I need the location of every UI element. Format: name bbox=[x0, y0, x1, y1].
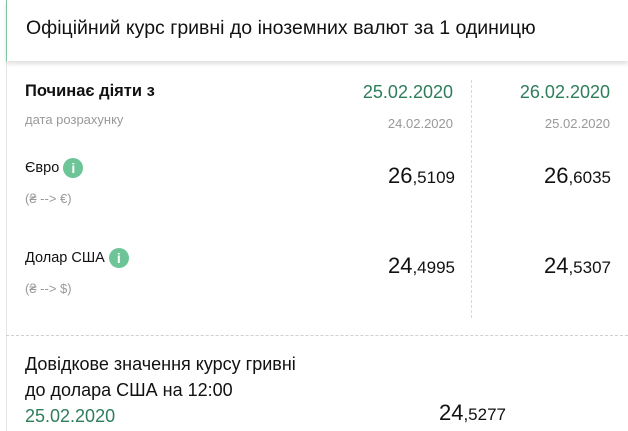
currency-direction: (₴ --> $) bbox=[25, 281, 72, 296]
column-calc-date: 25.02.2020 bbox=[544, 116, 610, 131]
reference-date: 25.02.2020 bbox=[25, 406, 116, 426]
column-date: 26.02.2020 bbox=[519, 82, 610, 102]
rate-value: 26,5109 bbox=[315, 163, 455, 189]
header: Офіційний курс гривні до іноземних валют… bbox=[6, 0, 628, 61]
reference-value: 24,5277 bbox=[366, 400, 506, 426]
reference-label-line2: до долара США на 12:00 bbox=[25, 380, 233, 400]
rate-frac: ,5307 bbox=[568, 258, 611, 277]
currency-name: Євро bbox=[25, 159, 60, 176]
calc-date-label: дата розрахунку bbox=[25, 112, 124, 127]
currency-row-euro: Євро i bbox=[25, 158, 84, 178]
info-icon[interactable]: i bbox=[63, 158, 84, 178]
page-title: Офіційний курс гривні до іноземних валют… bbox=[26, 17, 536, 39]
divider bbox=[6, 61, 7, 431]
rate-int: 24 bbox=[438, 400, 464, 425]
rate-value: 26,6035 bbox=[471, 163, 611, 189]
currency-direction: (₴ --> €) bbox=[25, 191, 72, 206]
section-divider bbox=[6, 335, 628, 336]
rate-frac: ,5109 bbox=[412, 168, 455, 187]
rate-frac: ,4995 bbox=[412, 258, 455, 277]
reference-label-line1: Довідкове значення курсу гривні bbox=[25, 354, 296, 374]
rate-int: 24 bbox=[387, 253, 413, 278]
info-icon[interactable]: i bbox=[108, 248, 129, 268]
rate-int: 26 bbox=[543, 163, 569, 188]
column-calc-date: 24.02.2020 bbox=[387, 116, 453, 131]
rate-frac: ,5277 bbox=[463, 405, 506, 424]
rate-value: 24,4995 bbox=[315, 253, 455, 279]
currency-row-usd: Долар США i bbox=[25, 248, 129, 268]
rate-value: 24,5307 bbox=[471, 253, 611, 279]
rate-frac: ,6035 bbox=[568, 168, 611, 187]
rate-int: 26 bbox=[387, 163, 413, 188]
column-divider bbox=[471, 80, 472, 318]
starts-label: Починає діяти з bbox=[25, 82, 155, 100]
column-date: 25.02.2020 bbox=[362, 82, 453, 102]
currency-name: Долар США bbox=[25, 249, 105, 266]
rate-int: 24 bbox=[543, 253, 569, 278]
